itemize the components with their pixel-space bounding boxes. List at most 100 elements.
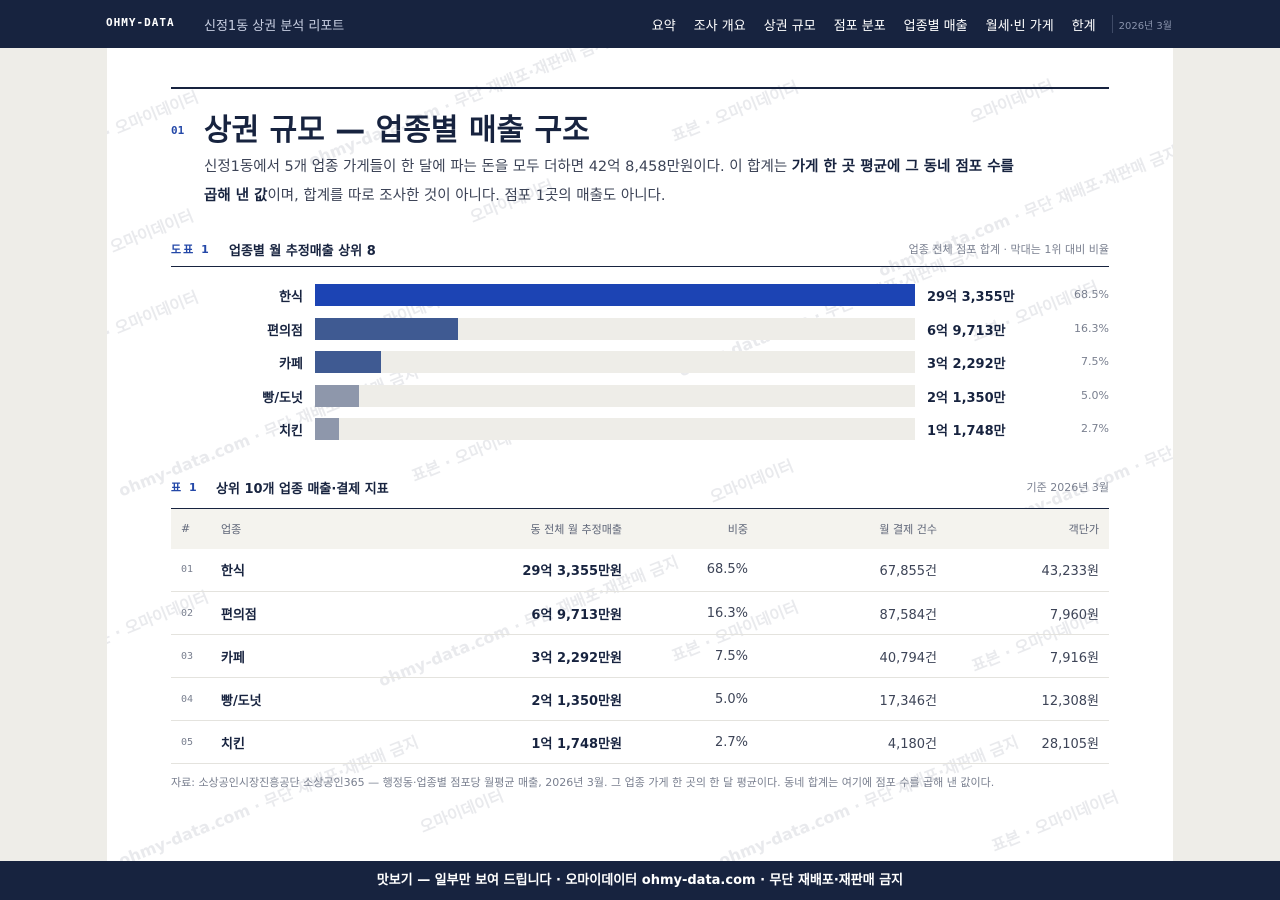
- column-header-rank: #: [181, 522, 191, 536]
- bar-track: [315, 351, 915, 373]
- table-row: 04 빵/도넛 2억 1,350만원 5.0% 17,346건 12,308원: [171, 678, 1109, 721]
- column-header-monthly-sales: 동 전체 월 추정매출: [530, 522, 622, 536]
- bar-value-label: 29억 3,355만: [927, 290, 1015, 305]
- watermark: 표본 · 오마이데이터: [107, 87, 202, 155]
- bar: [315, 351, 382, 373]
- watermark: 오마이데이터: [967, 76, 1057, 127]
- bar-share-label: 7.5%: [1081, 355, 1109, 368]
- payment-count-cell: 87,584건: [879, 607, 937, 623]
- nav-divider: [1111, 15, 1113, 33]
- bar-value-label: 1억 1,748만: [927, 424, 1006, 439]
- column-header-avg-ticket: 객단가: [1068, 522, 1099, 536]
- source-note: 자료: 소상공인시장진흥공단 소상공인365 — 행정동·업종별 점포당 월평균…: [171, 776, 995, 789]
- share-cell: 68.5%: [706, 562, 748, 578]
- report-content: 01 상권 규모 — 업종별 매출 구조 신정1동에서 5개 업종 가게들이 한…: [171, 87, 1109, 789]
- share-cell: 2.7%: [714, 734, 748, 750]
- table-row: 01 한식 29억 3,355만원 68.5% 67,855건 43,233원: [171, 549, 1109, 592]
- column-header-industry: 업종: [221, 522, 242, 536]
- table-row: 02 편의점 6억 9,713만원 16.3% 87,584건 7,960원: [171, 592, 1109, 635]
- nav-item-limitations[interactable]: 한계: [1071, 18, 1096, 34]
- watermark: 표본 · 오마이데이터: [988, 787, 1122, 856]
- lead-emphasis: 가게 한 곳 평균에 그 동네 점포 수를 곱해 낸 값: [204, 159, 1014, 204]
- bar-share-label: 5.0%: [1081, 388, 1109, 402]
- sales-bar-chart: 한식 29억 3,355만 68.5% 편의점 6억 9,713만 16.3% 카페 3억 2…: [171, 284, 1109, 444]
- bar: [315, 284, 915, 306]
- rank-cell: 01: [181, 564, 194, 576]
- industry-cell: 한식: [221, 564, 245, 580]
- table-title: 상위 10개 업종 매출·결제 지표: [216, 482, 389, 497]
- bar-share-label: 16.3%: [1074, 321, 1109, 335]
- share-cell: 16.3%: [706, 605, 748, 621]
- figure-note: 업종 전체 점포 합계 · 막대는 1위 대비 비율: [908, 243, 1109, 256]
- nav-item-summary[interactable]: 요약: [651, 18, 676, 34]
- nav-item-sales-by-industry[interactable]: 업종별 매출: [903, 18, 968, 34]
- bar-track: [315, 284, 915, 306]
- avg-ticket-cell: 43,233원: [1041, 564, 1099, 580]
- bar-row: 한식 29억 3,355만 68.5%: [171, 284, 1109, 306]
- top-bar: OHMY-DATA 신정1동 상권 분석 리포트 요약 조사 개요 상권 규모 …: [0, 0, 1280, 48]
- payment-count-cell: 40,794건: [879, 650, 937, 666]
- industry-cell: 카페: [221, 650, 245, 666]
- bar-value-label: 6억 9,713만: [927, 323, 1006, 339]
- nav-item-market-size[interactable]: 상권 규모: [763, 18, 816, 34]
- lead-text: 신정1동에서 5개 업종 가게들이 한 달에 파는 돈을 모두 더하면 42억 …: [204, 159, 792, 175]
- bar-share-label: 2.7%: [1081, 422, 1109, 435]
- table-row: 05 치킨 1억 1,748만원 2.7% 4,180건 28,105원: [171, 721, 1109, 764]
- section-top-rule: [171, 87, 1109, 89]
- section-lead: 신정1동에서 5개 업종 가게들이 한 달에 파는 돈을 모두 더하면 42억 …: [204, 153, 1024, 211]
- figure-tag: 도표 1: [171, 243, 211, 256]
- payment-count-cell: 4,180건: [887, 736, 937, 752]
- table-header-row: # 업종 동 전체 월 추정매출 비중 월 결제 건수 객단가: [171, 508, 1109, 549]
- figure-header: 도표 1 업종별 월 추정매출 상위 8 업종 전체 점포 합계 · 막대는 1…: [171, 239, 1109, 267]
- bar-share-label: 68.5%: [1074, 288, 1109, 301]
- column-header-payment-count: 월 결제 건수: [879, 522, 937, 536]
- payment-count-cell: 17,346건: [879, 693, 937, 709]
- avg-ticket-cell: 12,308원: [1041, 693, 1099, 709]
- payment-count-cell: 67,855건: [879, 564, 937, 580]
- rank-cell: 04: [181, 693, 194, 705]
- nav-item-store-distribution[interactable]: 점포 분포: [833, 18, 886, 34]
- monthly-sales-cell: 3억 2,292만원: [531, 650, 622, 666]
- bar-value-label: 3억 2,292만: [927, 357, 1006, 372]
- bar-category-label: 치킨: [279, 424, 303, 439]
- bar-category-label: 한식: [279, 290, 303, 305]
- bar-row: 빵/도넛 2억 1,350만 5.0%: [171, 384, 1109, 407]
- bar: [315, 418, 340, 440]
- bar-category-label: 편의점: [267, 323, 303, 339]
- share-cell: 5.0%: [714, 691, 748, 707]
- report-page: 표본 · 오마이데이터 ohmy-data.com · 무단 재배포·재판매 금…: [107, 48, 1173, 861]
- nav-item-survey-overview[interactable]: 조사 개요: [693, 18, 746, 34]
- rank-cell: 05: [181, 736, 194, 748]
- bar-track: [315, 418, 915, 440]
- bar: [315, 317, 458, 340]
- brand-logo[interactable]: OHMY-DATA: [106, 16, 175, 29]
- bar: [315, 384, 359, 407]
- rank-cell: 03: [181, 650, 194, 662]
- report-date: 2026년 3월: [1118, 20, 1172, 32]
- bar-row: 편의점 6억 9,713만 16.3%: [171, 317, 1109, 340]
- figure-title: 업종별 월 추정매출 상위 8: [229, 244, 376, 259]
- bar-track: [315, 384, 915, 407]
- bar-value-label: 2억 1,350만: [927, 390, 1006, 406]
- industry-cell: 편의점: [221, 607, 257, 623]
- rank-cell: 02: [181, 607, 194, 619]
- industry-cell: 치킨: [221, 736, 245, 752]
- column-header-share: 비중: [727, 522, 748, 536]
- nav-item-rent-vacancy[interactable]: 월세·빈 가게: [985, 18, 1054, 34]
- main-nav: 요약 조사 개요 상권 규모 점포 분포 업종별 매출 월세·빈 가게 한계 2…: [634, 0, 1280, 48]
- monthly-sales-cell: 6억 9,713만원: [531, 607, 622, 623]
- sales-metrics-table: # 업종 동 전체 월 추정매출 비중 월 결제 건수 객단가 01 한식 29억 …: [171, 508, 1109, 764]
- bar-row: 카페 3억 2,292만 7.5%: [171, 351, 1109, 373]
- section-number: 01: [171, 124, 185, 137]
- table-header: 표 1 상위 10개 업종 매출·결제 지표 기준 2026년 3월: [171, 477, 1109, 505]
- avg-ticket-cell: 7,916원: [1049, 650, 1099, 666]
- bar-row: 치킨 1억 1,748만 2.7%: [171, 418, 1109, 440]
- watermark: 표본 · 오마이데이터: [668, 77, 802, 146]
- lead-text: 이며, 합계를 따로 조사한 것이 아니다. 점포 1곳의 매출도 아니다.: [267, 188, 666, 204]
- report-title: 신정1동 상권 분석 리포트: [204, 19, 345, 34]
- bar-category-label: 빵/도넛: [262, 390, 303, 406]
- avg-ticket-cell: 28,105원: [1041, 736, 1099, 752]
- table-tag: 표 1: [171, 481, 199, 494]
- monthly-sales-cell: 2억 1,350만원: [531, 693, 622, 709]
- bar-category-label: 카페: [279, 357, 303, 372]
